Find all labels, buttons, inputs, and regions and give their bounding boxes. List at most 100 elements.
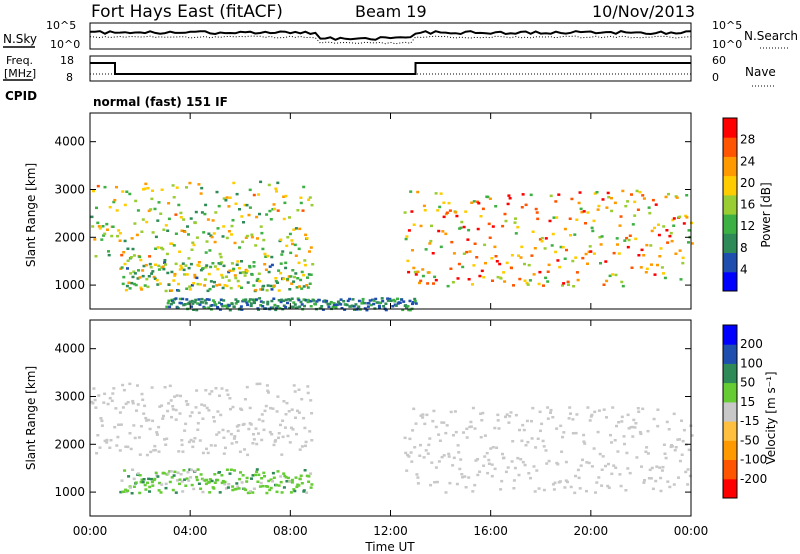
echo-cell: [305, 474, 309, 478]
echo-cell: [196, 422, 200, 425]
x-axis-ticks: 00:00 04:00 08:00 12:00 16:00 20:00 00:00: [73, 113, 708, 538]
echo-cell: [578, 487, 582, 490]
echo-cell: [438, 205, 442, 209]
echo-cell: [275, 483, 279, 487]
echo-cell: [230, 262, 234, 265]
echo-cell: [609, 433, 612, 437]
echo-cell: [626, 245, 630, 249]
echo-cell: [124, 445, 128, 448]
echo-cell: [451, 281, 455, 284]
echo-cell: [230, 302, 234, 306]
echo-cell: [575, 271, 579, 274]
echo-cell: [150, 272, 154, 275]
echo-cell: [218, 471, 221, 474]
echo-cell: [106, 228, 109, 231]
echo-cell: [171, 488, 175, 492]
colorbar-segment: [723, 401, 737, 422]
echo-cell: [590, 413, 594, 417]
echo-cell: [531, 406, 535, 410]
echo-cell: [469, 420, 473, 424]
echo-cell: [659, 247, 663, 250]
echo-cell: [640, 248, 644, 252]
echo-cell: [546, 270, 550, 273]
echo-cell: [194, 406, 198, 409]
echo-cell: [477, 202, 481, 205]
echo-cell: [118, 232, 122, 235]
echo-cell: [232, 305, 236, 309]
echo-cell: [517, 254, 520, 257]
echo-cell: [354, 303, 358, 306]
echo-cell: [381, 299, 385, 303]
echo-cell: [201, 301, 205, 304]
echo-cell: [156, 283, 160, 286]
echo-cell: [164, 224, 168, 227]
echo-cell: [480, 269, 484, 273]
echo-cell: [101, 225, 105, 228]
echo-cell: [230, 233, 233, 236]
echo-cell: [113, 198, 117, 202]
echo-cell: [442, 421, 446, 424]
echo-cell: [197, 482, 201, 485]
echo-cell: [237, 284, 241, 288]
echo-cell: [266, 302, 270, 306]
echo-cell: [239, 305, 243, 308]
echo-cell: [212, 416, 216, 419]
echo-cell: [556, 259, 560, 262]
echo-cell: [459, 226, 463, 230]
echo-cell: [289, 305, 293, 309]
echo-cell: [203, 299, 207, 302]
echo-cell: [403, 211, 407, 214]
echo-cell: [552, 488, 556, 491]
echo-cell: [178, 268, 182, 271]
echo-cell: [530, 419, 533, 423]
echo-cell: [297, 484, 301, 487]
echo-cell: [409, 451, 413, 454]
echo-cell: [610, 472, 614, 476]
echo-cell: [183, 429, 187, 432]
echo-cell: [158, 481, 162, 485]
echo-cell: [167, 402, 171, 405]
echo-cell: [295, 432, 298, 436]
echo-cell: [662, 225, 666, 228]
echo-cell: [257, 272, 261, 275]
echo-cell: [687, 241, 690, 244]
echo-cell: [216, 307, 220, 310]
echo-cell: [561, 245, 565, 249]
echo-cell: [447, 455, 451, 458]
echo-cell: [452, 456, 456, 460]
echo-cell: [548, 219, 552, 223]
echo-cell: [255, 470, 259, 474]
echo-cell: [491, 225, 495, 228]
echo-cell: [538, 410, 542, 414]
echo-cell: [308, 196, 312, 199]
echo-cell: [569, 485, 573, 489]
echo-cell: [377, 304, 381, 308]
echo-cell: [613, 201, 617, 205]
echo-cell: [672, 224, 676, 227]
echo-cell: [220, 303, 224, 306]
echo-cell: [190, 299, 194, 303]
echo-cell: [210, 479, 214, 483]
echo-cell: [179, 216, 183, 219]
echo-cell: [512, 284, 515, 287]
echo-cell: [149, 450, 153, 454]
echo-cell: [561, 435, 564, 439]
echo-cell: [665, 229, 669, 232]
echo-cell: [291, 242, 294, 246]
echo-cell: [181, 297, 185, 301]
echo-cell: [497, 427, 501, 430]
echo-cell: [123, 203, 127, 207]
echo-cell: [514, 232, 518, 235]
echo-cell: [653, 273, 657, 276]
echo-cell: [205, 478, 209, 482]
colorbar-frame: [722, 324, 738, 499]
echo-cell: [506, 466, 510, 469]
echo-cell: [222, 299, 226, 302]
echo-cell: [121, 406, 125, 409]
echo-cell: [214, 211, 218, 214]
echo-cell: [185, 186, 188, 189]
colorbar-segment: [723, 421, 737, 441]
echo-cell: [208, 392, 212, 396]
echo-cell: [574, 474, 577, 478]
echo-cell: [276, 470, 280, 473]
